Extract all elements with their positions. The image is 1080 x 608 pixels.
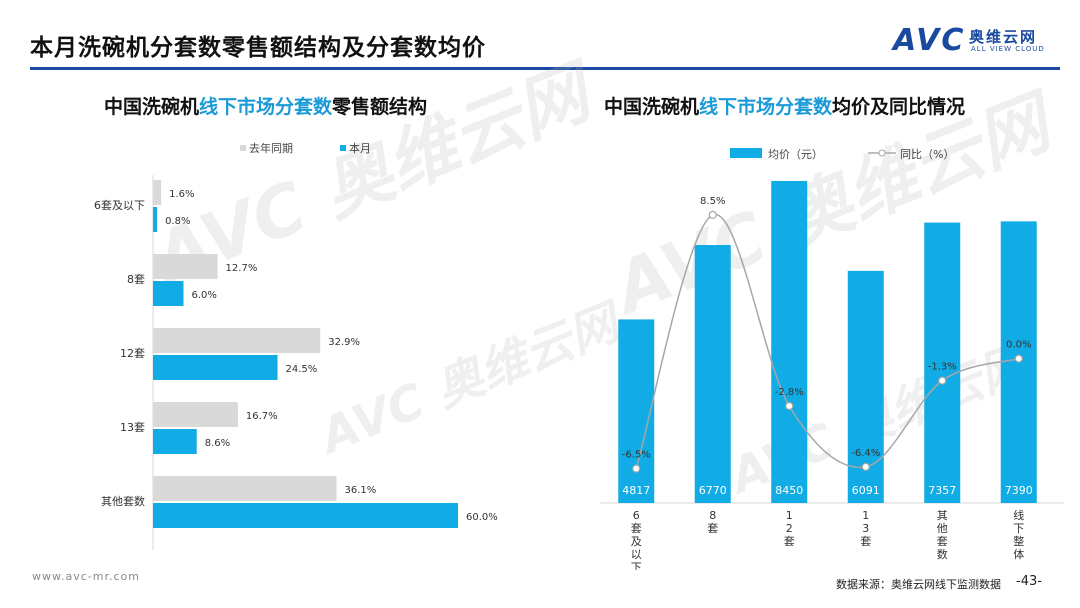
page-number: -43- (1016, 574, 1042, 589)
bar-this-month (153, 355, 278, 380)
legend-label: 均价（元） (768, 148, 823, 161)
data-label: 1.6% (169, 189, 194, 200)
legend-marker-yoy (878, 149, 886, 157)
price-bar (924, 222, 961, 503)
footer-url[interactable]: www.avc-mr.com (32, 570, 140, 583)
legend-label: 本月 (349, 141, 371, 155)
data-label: 12.7% (226, 263, 258, 274)
bar-value-label: 4817 (622, 484, 650, 497)
bar-last-year (153, 254, 218, 279)
bar-value-label: 7357 (928, 484, 956, 497)
yoy-line (635, 214, 1019, 469)
data-label: 16.7% (246, 411, 278, 422)
price-yoy-chart: 均价（元） 同比（%） 4817 6 套及以下 6770 8 套 8450 1 2 套 6091 1 3 套 7… (600, 148, 1064, 570)
price-bar (618, 319, 655, 503)
bar-value-label: 7390 (1005, 484, 1033, 497)
bar-this-month (153, 503, 458, 528)
yoy-point (1014, 354, 1023, 363)
data-label: 0.8% (165, 216, 190, 227)
category-label: 其他套数 (937, 509, 948, 561)
yoy-value-label: 0.0% (1006, 340, 1031, 351)
price-bar (694, 244, 731, 503)
category-label: 13套 (120, 421, 145, 434)
data-label: 6.0% (192, 290, 217, 301)
yoy-point (861, 462, 870, 471)
legend-swatch-this-month (340, 145, 346, 151)
logo-mark: AVC (893, 23, 966, 58)
yoy-value-label: 8.5% (700, 196, 725, 207)
right-chart-title-suffix: 均价及同比情况 (832, 96, 966, 118)
yoy-point (632, 464, 641, 473)
yoy-value-label: -1.3% (928, 362, 957, 373)
data-label: 8.6% (205, 438, 230, 449)
bar-value-label: 6091 (852, 484, 880, 497)
data-source-note: 数据来源：奥维云网线下监测数据 (836, 578, 1001, 591)
legend-label: 同比（%） (900, 148, 954, 161)
logo-en-text: ALL VIEW CLOUD (971, 45, 1045, 53)
right-chart-title-highlight: 线下市场分套数 (699, 96, 833, 118)
right-chart-title: 中国洗碗机线下市场分套数均价及同比情况 (604, 92, 965, 119)
legend-swatch-last-year (240, 145, 246, 151)
data-label: 60.0% (466, 512, 498, 523)
structure-bar-chart: 去年同期 本月 1.6% 0.8% 6套及以下 12.7% 6.0% 8套 32.9% 24.5%… (94, 141, 498, 550)
page-title: 本月洗碗机分套数零售额结构及分套数均价 (30, 35, 486, 61)
right-chart-title-prefix: 中国洗碗机 (604, 96, 700, 118)
avc-logo: AVC 奥维云网 ALL VIEW CLOUD (893, 24, 1063, 60)
category-label: 线下整体 (1013, 508, 1024, 561)
bar-last-year (153, 402, 238, 427)
category-label: 6套及以下 (94, 199, 145, 212)
logo-cn-text: 奥维云网 (969, 28, 1038, 46)
category-label: 8套 (127, 273, 145, 286)
data-label: 36.1% (345, 485, 377, 496)
bar-last-year (153, 476, 337, 501)
legend-swatch-price (730, 148, 762, 158)
left-chart-title-prefix: 中国洗碗机 (104, 96, 200, 118)
bar-last-year (153, 328, 321, 353)
left-chart-title-highlight: 线下市场分套数 (199, 96, 333, 118)
bar-value-label: 6770 (699, 484, 727, 497)
left-chart-title-suffix: 零售额结构 (332, 96, 428, 118)
title-rule (30, 67, 1060, 70)
price-bar (771, 180, 808, 503)
yoy-point (938, 376, 947, 385)
left-chart-title: 中国洗碗机线下市场分套数零售额结构 (104, 92, 427, 119)
bar-this-month (153, 429, 197, 454)
legend-label: 去年同期 (249, 141, 293, 155)
yoy-value-label: -6.5% (622, 450, 651, 461)
category-label: 12套 (120, 347, 145, 360)
bar-this-month (153, 281, 184, 306)
bar-this-month (153, 207, 158, 232)
data-label: 32.9% (328, 337, 360, 348)
yoy-value-label: -6.4% (851, 448, 880, 459)
yoy-point (708, 210, 717, 220)
yoy-point (785, 401, 794, 411)
data-label: 24.5% (286, 364, 318, 375)
bar-value-label: 8450 (775, 484, 803, 497)
yoy-value-label: -2.8% (775, 387, 804, 398)
category-label: 其他套数 (101, 495, 145, 508)
bar-last-year (153, 180, 162, 205)
